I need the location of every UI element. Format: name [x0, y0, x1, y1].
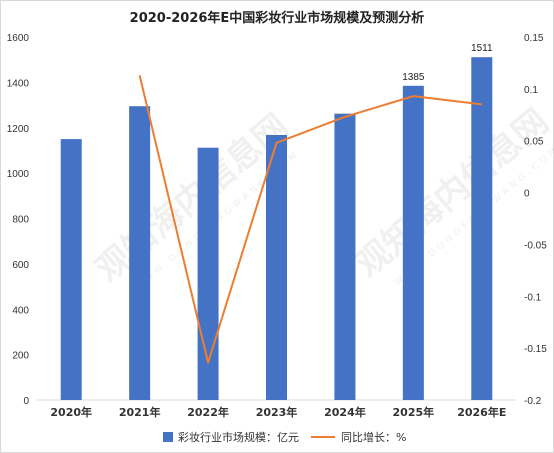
x-tick-label: 2025年: [393, 405, 435, 419]
legend-swatch-bars: [163, 432, 173, 442]
y-left-tick-label: 1200: [7, 124, 30, 135]
y-left-tick-label: 600: [12, 260, 29, 271]
x-tick-label: 2026年E: [457, 405, 506, 419]
legend-item-bars: 彩妆行业市场规模：亿元: [163, 429, 299, 445]
y-left-tick-label: 1600: [7, 33, 30, 44]
y-right-tick-label: 0.1: [524, 85, 538, 96]
y-right-tick-label: 0.05: [524, 137, 544, 148]
x-tick-label: 2024年: [324, 405, 366, 419]
legend-item-line: 同比增长：%: [311, 429, 406, 445]
y-right-tick-label: -0.15: [524, 344, 547, 355]
y-left-tick-label: 400: [12, 305, 29, 316]
bar-data-label: 1511: [471, 43, 493, 54]
y-left-tick-label: 1000: [7, 169, 30, 180]
y-right-tick-label: 0.15: [524, 33, 544, 44]
y-left-tick-label: 0: [23, 396, 29, 407]
bar: [471, 57, 493, 401]
growth-line: [138, 75, 482, 364]
legend: 彩妆行业市场规模：亿元 同比增长：%: [1, 429, 553, 447]
x-tick-label: 2020年: [50, 405, 92, 419]
y-right-tick-label: -0.2: [524, 396, 542, 407]
legend-label-line: 同比增长：%: [341, 431, 407, 444]
y-right-tick-label: -0.05: [524, 240, 547, 251]
legend-swatch-line: [311, 436, 335, 438]
legend-label-bars: 彩妆行业市场规模：亿元: [178, 431, 299, 444]
bar-data-label: 1385: [402, 72, 425, 83]
y-left-tick-label: 1400: [7, 78, 30, 89]
bar: [402, 85, 424, 400]
bar: [266, 135, 287, 400]
y-left-tick-label: 200: [12, 351, 29, 362]
y-right-tick-label: 0: [524, 189, 530, 200]
y-right-tick-label: -0.1: [524, 292, 542, 303]
bar: [60, 139, 82, 400]
y-left-tick-label: 800: [12, 215, 29, 226]
bar: [334, 113, 356, 400]
chart-title: 2020-2026年E中国彩妆行业市场规模及预测分析: [129, 11, 425, 26]
x-tick-label: 2021年: [119, 405, 161, 419]
x-tick-label: 2022年: [187, 405, 229, 419]
x-tick-label: 2023年: [256, 405, 298, 419]
bar: [129, 106, 151, 401]
